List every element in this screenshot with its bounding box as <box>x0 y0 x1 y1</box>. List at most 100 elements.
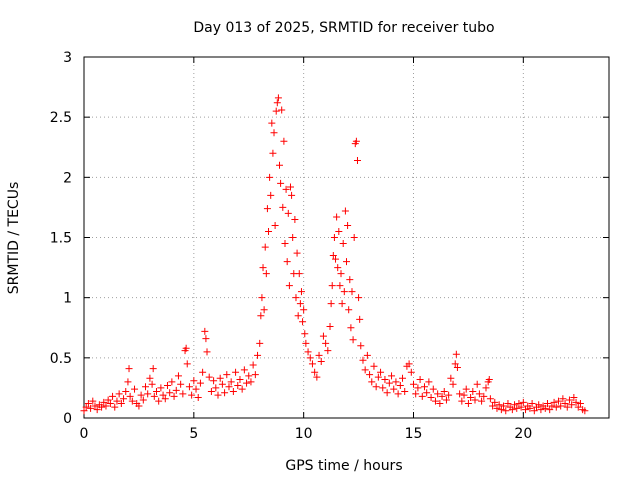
data-point <box>346 276 354 284</box>
data-point <box>526 404 534 412</box>
data-point <box>557 402 565 410</box>
data-point <box>328 282 336 290</box>
data-point <box>379 384 387 392</box>
data-point <box>329 252 337 260</box>
data-point <box>227 378 235 386</box>
data-point <box>414 384 422 392</box>
data-point <box>445 391 453 399</box>
data-point <box>508 406 516 414</box>
data-point <box>336 282 344 290</box>
data-point <box>142 383 150 391</box>
data-point <box>236 375 244 383</box>
data-point <box>453 363 461 371</box>
data-point <box>383 389 391 397</box>
data-point <box>517 403 525 411</box>
data-point <box>440 388 448 396</box>
data-point <box>370 362 378 370</box>
data-point <box>179 390 187 398</box>
data-point <box>234 382 242 390</box>
data-point <box>581 407 589 415</box>
data-point <box>491 398 499 406</box>
data-point <box>497 406 505 414</box>
data-point <box>442 396 450 404</box>
data-point <box>221 389 229 397</box>
data-point <box>232 368 240 376</box>
data-point <box>273 99 281 107</box>
data-point <box>113 397 121 405</box>
chart-title: Day 013 of 2025, SRMTID for receiver tub… <box>193 20 494 36</box>
data-point <box>128 397 136 405</box>
data-point <box>535 401 543 409</box>
data-point <box>565 396 573 404</box>
data-point <box>223 371 231 379</box>
data-point <box>281 240 289 248</box>
data-point <box>407 368 415 376</box>
data-point <box>283 258 291 266</box>
data-point <box>278 106 286 114</box>
data-point <box>148 380 156 388</box>
data-point <box>576 400 584 408</box>
x-tick-label: 20 <box>514 426 532 442</box>
data-point <box>486 395 494 403</box>
data-point <box>361 366 369 374</box>
data-point <box>357 342 365 350</box>
data-point <box>267 191 275 199</box>
data-point <box>372 383 380 391</box>
data-point <box>416 375 424 383</box>
data-point <box>245 372 253 380</box>
data-point <box>276 161 284 169</box>
data-point <box>353 156 361 164</box>
data-point <box>225 383 233 391</box>
data-point <box>196 379 204 387</box>
data-points <box>80 94 589 415</box>
data-point <box>93 406 101 414</box>
data-point <box>467 394 475 402</box>
data-point <box>471 396 479 404</box>
data-point <box>163 382 171 390</box>
data-point <box>458 397 466 405</box>
data-point <box>258 294 266 302</box>
data-point <box>485 375 493 383</box>
data-point <box>335 227 343 235</box>
data-point <box>519 398 527 406</box>
data-point <box>144 390 152 398</box>
data-point <box>304 348 312 356</box>
data-point <box>561 400 569 408</box>
data-point <box>207 388 215 396</box>
data-point <box>340 288 348 296</box>
grid-lines <box>84 57 609 418</box>
data-point <box>263 205 271 213</box>
y-tick-label: 1.5 <box>50 231 72 247</box>
data-point <box>308 360 316 368</box>
data-point <box>137 391 145 399</box>
data-point <box>301 330 309 338</box>
data-point <box>317 357 325 365</box>
data-point <box>131 385 139 393</box>
data-point <box>475 390 483 398</box>
data-point <box>350 234 358 241</box>
data-point <box>368 378 376 386</box>
data-point <box>513 404 521 412</box>
data-point <box>205 373 213 381</box>
y-tick-label: 2.5 <box>50 110 72 126</box>
data-point <box>201 327 209 335</box>
data-point <box>319 332 327 340</box>
data-point <box>436 400 444 408</box>
data-point <box>214 391 222 399</box>
data-point <box>489 402 497 410</box>
data-point <box>282 185 290 193</box>
data-point <box>366 371 374 379</box>
data-point <box>91 402 99 410</box>
data-point <box>177 380 185 388</box>
data-point <box>202 335 210 343</box>
data-point <box>183 360 191 368</box>
data-point <box>530 407 538 415</box>
data-point <box>449 380 457 388</box>
data-point <box>292 294 300 302</box>
data-point <box>155 397 163 405</box>
data-point <box>429 385 437 393</box>
data-point <box>157 384 165 392</box>
data-point <box>451 360 459 368</box>
data-point <box>405 360 413 368</box>
